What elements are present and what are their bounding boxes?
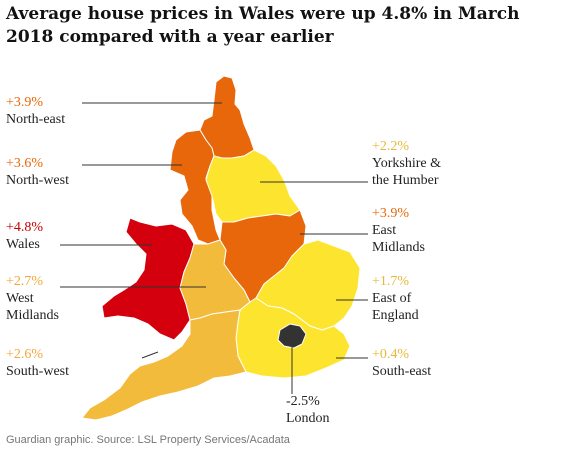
region-north-west <box>169 129 221 245</box>
name-east-midlands-line1: East <box>372 223 397 238</box>
pct-north-east: +3.9% <box>6 95 44 110</box>
pct-west-midlands: +2.7% <box>6 274 44 289</box>
map-title: Average house prices in Wales were up 4.… <box>6 4 520 47</box>
name-south-west: South-west <box>6 364 69 379</box>
label-south-east: +0.4% South-east <box>372 346 431 380</box>
name-west-midlands-line2: Midlands <box>6 308 59 323</box>
name-london: London <box>286 411 330 426</box>
pct-yorkshire: +2.2% <box>372 139 410 154</box>
label-wales: +4.8% Wales <box>6 219 43 253</box>
pct-east-of-england: +1.7% <box>372 274 410 289</box>
name-yorkshire-line1: Yorkshire & <box>372 156 441 171</box>
pct-east-midlands: +3.9% <box>372 206 410 221</box>
region-wales <box>101 217 195 341</box>
region-london <box>277 323 307 349</box>
leader-lines <box>60 102 368 394</box>
label-yorkshire: +2.2% Yorkshire & the Humber <box>372 138 441 189</box>
source-credit: Guardian graphic. Source: LSL Property S… <box>6 434 290 446</box>
name-west-midlands-line1: West <box>6 291 34 306</box>
label-south-west: +2.6% South-west <box>6 346 69 380</box>
region-yorkshire <box>205 149 301 223</box>
name-south-east: South-east <box>372 364 432 379</box>
pct-london: -2.5% <box>286 394 320 409</box>
name-yorkshire-line2: the Humber <box>372 173 439 188</box>
leader-line <box>141 351 159 359</box>
name-east-midlands-line2: Midlands <box>372 240 425 255</box>
label-north-east: +3.9% North-east <box>6 94 65 128</box>
label-london: -2.5% London <box>286 393 330 427</box>
label-west-midlands: +2.7% West Midlands <box>6 273 59 324</box>
pct-south-west: +2.6% <box>6 347 44 362</box>
label-east-midlands: +3.9% East Midlands <box>372 205 425 256</box>
pct-south-east: +0.4% <box>372 347 410 362</box>
label-east-of-england: +1.7% East of England <box>372 273 419 324</box>
name-wales: Wales <box>6 237 40 252</box>
pct-north-west: +3.6% <box>6 156 44 171</box>
label-north-west: +3.6% North-west <box>6 155 69 189</box>
name-north-east: North-east <box>6 112 66 127</box>
name-east-of-england-line1: East of <box>372 291 412 306</box>
region-south-west <box>81 309 247 421</box>
name-east-of-england-line2: England <box>372 308 419 323</box>
pct-wales: +4.8% <box>6 220 44 235</box>
name-north-west: North-west <box>6 173 69 188</box>
